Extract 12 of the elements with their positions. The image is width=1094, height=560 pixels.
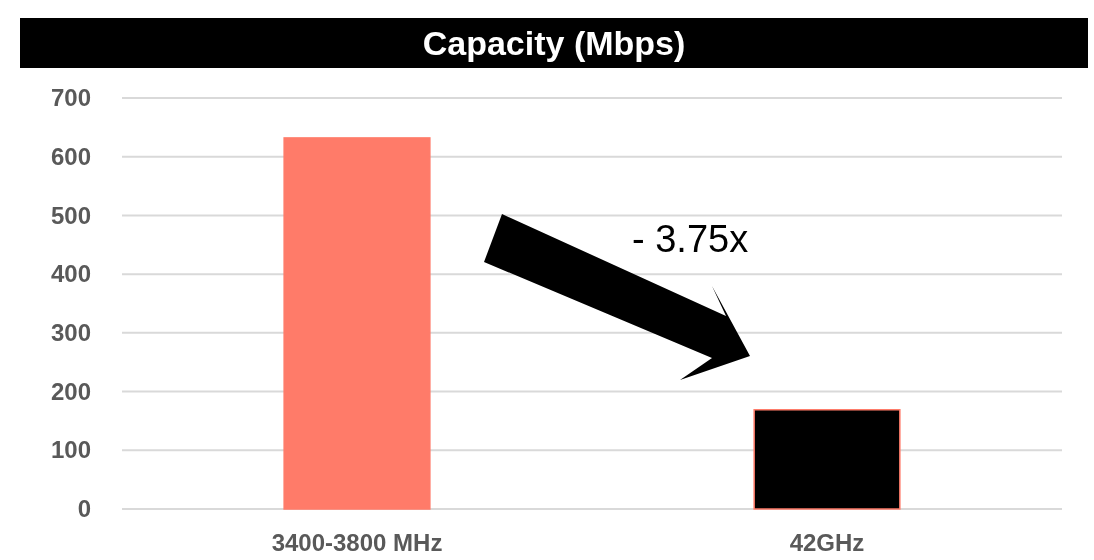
y-tick-label: 500 xyxy=(50,201,91,229)
y-tick-label: 300 xyxy=(50,319,91,347)
y-tick-label: 700 xyxy=(50,84,91,112)
y-tick-label: 200 xyxy=(50,377,91,405)
chart-title: Capacity (Mbps) xyxy=(422,24,686,62)
y-tick-label: 100 xyxy=(50,436,91,464)
y-tick-label: 400 xyxy=(50,260,91,288)
annotation: - 3.75x xyxy=(632,218,749,260)
y-tick-label: 600 xyxy=(50,142,91,170)
y-tick-label: 0 xyxy=(77,495,91,523)
x-tick-label: 3400-3800 MHz xyxy=(271,529,443,557)
x-tick-label: 42GHz xyxy=(789,529,865,557)
